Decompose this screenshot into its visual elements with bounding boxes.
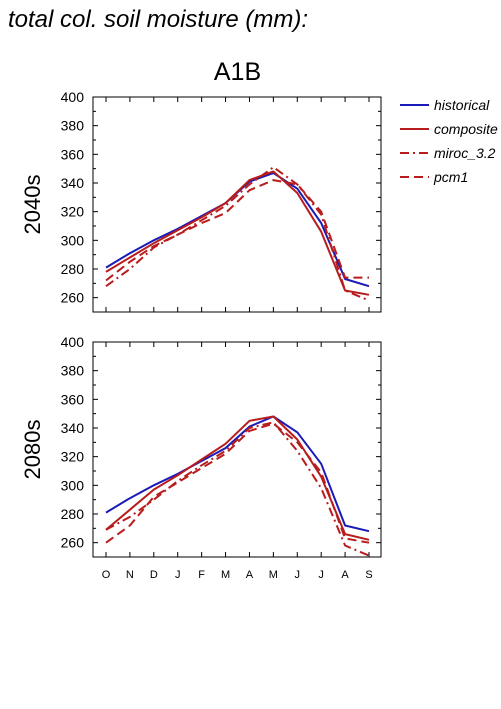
- y-tick-label: 260: [61, 535, 85, 551]
- y-tick-label: 340: [61, 175, 85, 191]
- y-tick-label: 380: [61, 363, 85, 379]
- legend-label: historical: [434, 97, 490, 113]
- x-tick-label: J: [295, 569, 301, 581]
- plot-frame: [92, 96, 382, 313]
- legend-item-historical: historical: [400, 97, 490, 113]
- y-tick-label: 280: [61, 261, 85, 277]
- y-tick-label: 280: [61, 506, 85, 522]
- x-tick-label: F: [198, 569, 205, 581]
- series-line-pcm1: [105, 179, 369, 282]
- x-tick-label: J: [175, 569, 181, 581]
- legend-label: pcm1: [433, 169, 468, 185]
- y-tick-label: 380: [61, 118, 85, 134]
- legend-label: miroc_3.2: [434, 145, 496, 161]
- series-line-composite: [105, 170, 370, 296]
- scenario-title: A1B: [214, 58, 261, 86]
- panel-label: 2080s: [20, 420, 45, 480]
- series-line-composite: [105, 415, 370, 541]
- chart-panels: 260 280 300 320 340 360 380 400 2040s 260 280 300 32…: [20, 89, 382, 581]
- y-tick-label: 360: [61, 146, 85, 162]
- legend-item-miroc_3.2: miroc_3.2: [400, 145, 496, 161]
- x-tick-label: N: [126, 569, 134, 581]
- y-tick-label: 320: [61, 204, 85, 220]
- x-tick-label: S: [365, 569, 372, 581]
- x-tick-label: D: [150, 569, 158, 581]
- y-tick-label: 400: [61, 334, 85, 350]
- legend-label: composite: [434, 121, 498, 137]
- panel-label: 2040s: [20, 175, 45, 235]
- x-tick-label: M: [221, 569, 230, 581]
- series-line-historical: [105, 415, 370, 533]
- y-tick-label: 400: [61, 89, 85, 105]
- series-line-miroc_3.2: [105, 166, 370, 302]
- figure-header: total col. soil moisture (mm):: [8, 6, 308, 33]
- legend-item-pcm1: pcm1: [400, 169, 468, 185]
- panel-2080s: 260 280 300 320 340 360 380 400 O N D J F M A M J J A S 2080…: [20, 334, 382, 581]
- series-line-historical: [105, 172, 370, 288]
- y-tick-label: 300: [61, 477, 85, 493]
- y-tick-label: 340: [61, 420, 85, 436]
- panel-2040s: 260 280 300 320 340 360 380 400 2040s: [20, 89, 382, 313]
- plot-frame: [92, 341, 382, 558]
- x-tick-label: O: [102, 569, 111, 581]
- y-tick-label: 300: [61, 232, 85, 248]
- y-tick-label: 260: [61, 290, 85, 306]
- x-tick-label: M: [269, 569, 278, 581]
- y-tick-label: 320: [61, 449, 85, 465]
- x-tick-label: A: [246, 569, 254, 581]
- series-line-pcm1: [105, 422, 370, 544]
- x-tick-label: A: [341, 569, 349, 581]
- legend: historical composite miroc_3.2 pcm1: [400, 97, 498, 185]
- legend-item-composite: composite: [400, 121, 498, 137]
- y-tick-label: 360: [61, 391, 85, 407]
- x-tick-label: J: [318, 569, 324, 581]
